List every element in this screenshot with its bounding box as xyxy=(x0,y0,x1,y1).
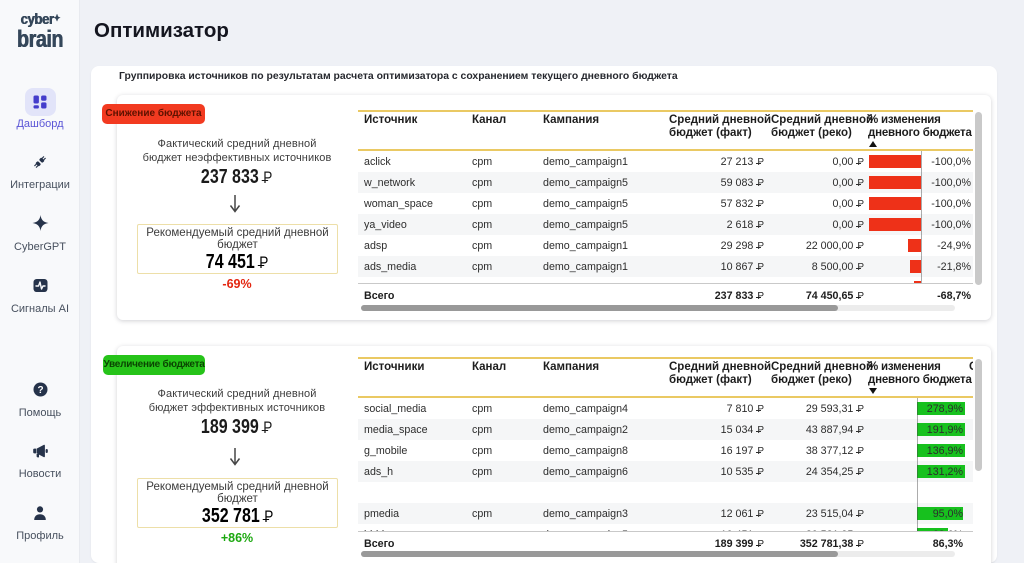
svg-text:?: ? xyxy=(37,385,43,396)
